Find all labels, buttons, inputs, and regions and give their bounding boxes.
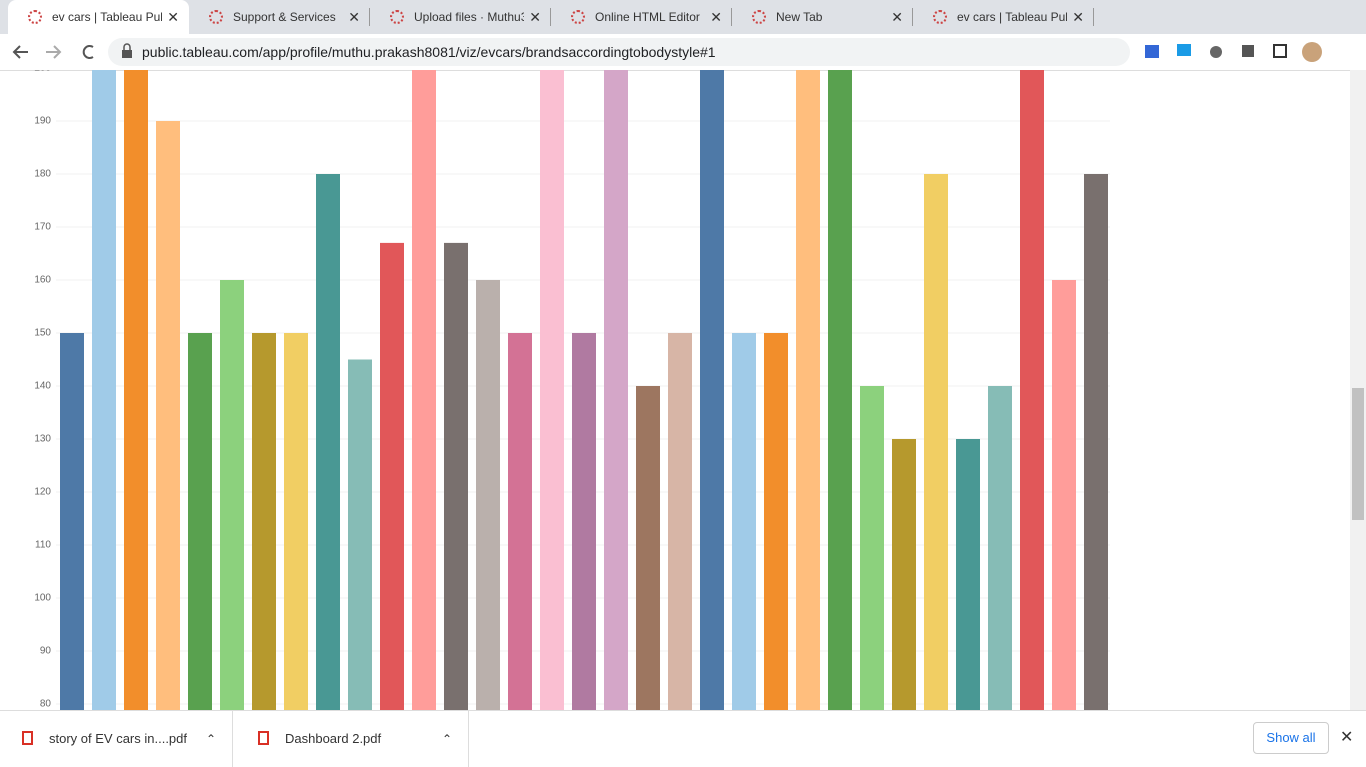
bar <box>540 70 564 710</box>
tab[interactable]: ev cars | Tableau Publi ✕ <box>8 0 189 34</box>
y-tick-label: 110 <box>35 540 51 551</box>
tab-close[interactable]: ✕ <box>167 9 179 25</box>
bar <box>508 333 532 710</box>
tab-separator <box>550 8 551 26</box>
y-tick-label: 170 <box>34 222 51 233</box>
y-tick-label: 200 <box>34 70 51 74</box>
tab-close[interactable]: ✕ <box>1072 9 1084 25</box>
tab-icon <box>752 10 766 24</box>
scrollbar[interactable] <box>1350 70 1366 710</box>
download-item[interactable]: Dashboard 2.pdf ⌃ <box>236 711 469 767</box>
tab-close[interactable]: ✕ <box>348 9 360 25</box>
tab-icon <box>209 10 223 24</box>
bar <box>252 333 276 710</box>
download-name: Dashboard 2.pdf <box>285 731 382 746</box>
bar <box>188 333 212 710</box>
pdf-icon <box>22 731 33 745</box>
bar <box>156 121 180 710</box>
tab[interactable]: Support & Services ✕ <box>189 0 370 34</box>
address-bar[interactable]: public.tableau.com/app/profile/muthu.pra… <box>108 38 1130 66</box>
tab-separator <box>912 8 913 26</box>
download-bar: Show all ✕ story of EV cars in....pdf ⌃ Da… <box>0 710 1366 767</box>
y-tick-label: 140 <box>34 381 51 392</box>
bar <box>732 333 756 710</box>
chart: 80 90 100 110 120 130 140 150 160 170 180 190 200 <box>34 70 1110 710</box>
scroll-thumb[interactable] <box>1352 388 1364 520</box>
bar <box>92 70 116 710</box>
bar <box>476 280 500 710</box>
bar <box>860 386 884 710</box>
bar <box>700 70 724 710</box>
tab[interactable]: New Tab ✕ <box>732 0 913 34</box>
bar <box>764 333 788 710</box>
bar <box>956 439 980 710</box>
tab-strip: ev cars | Tableau Publi ✕ Support & Servic… <box>0 0 1366 34</box>
tab-close[interactable]: ✕ <box>529 9 541 25</box>
y-tick-label: 180 <box>34 169 51 180</box>
bar <box>604 70 628 710</box>
tab-separator <box>1093 8 1094 26</box>
bar <box>796 70 820 710</box>
bar <box>316 174 340 710</box>
show-all-button[interactable]: Show all <box>1253 722 1329 754</box>
url: public.tableau.com/app/profile/muthu.pra… <box>142 44 716 60</box>
bar <box>828 70 852 710</box>
bar <box>60 333 84 710</box>
bar <box>124 70 148 710</box>
bar <box>444 242 468 710</box>
bar <box>924 174 948 710</box>
tab-icon <box>571 10 585 24</box>
toolbar: public.tableau.com/app/profile/muthu.pra… <box>0 34 1366 71</box>
bar <box>380 242 404 710</box>
viz-area: 80 90 100 110 120 130 140 150 160 170 180 190 200 <box>0 70 1350 710</box>
tab-icon <box>390 10 404 24</box>
y-tick-label: 100 <box>34 593 51 604</box>
y-tick-label: 160 <box>34 275 51 286</box>
tab-title: ev cars | Tableau Publi <box>957 10 1067 24</box>
bar <box>668 333 692 710</box>
bar <box>572 333 596 710</box>
y-tick-label: 150 <box>34 328 51 339</box>
close-downloads[interactable]: ✕ <box>1340 729 1354 746</box>
tab-title: New Tab <box>776 10 823 24</box>
tab[interactable]: ev cars | Tableau Publi ✕ <box>913 0 1094 34</box>
tab-icon <box>28 10 42 24</box>
download-item[interactable]: story of EV cars in....pdf ⌃ <box>0 711 233 767</box>
bar <box>284 333 308 710</box>
tab-separator <box>731 8 732 26</box>
tab[interactable]: Upload files · Muthu3 ✕ <box>370 0 551 34</box>
download-name: story of EV cars in....pdf <box>49 731 187 746</box>
tab-separator <box>369 8 370 26</box>
bar <box>220 280 244 710</box>
bar <box>412 70 436 710</box>
tab-icon <box>933 10 947 24</box>
bar <box>1084 174 1108 710</box>
tab-close[interactable]: ✕ <box>891 9 903 25</box>
y-tick-label: 130 <box>34 434 51 445</box>
extensions[interactable] <box>1140 34 1360 70</box>
pdf-icon <box>258 731 269 745</box>
bar <box>892 439 916 710</box>
tab-title: Support & Services <box>233 10 336 24</box>
bar <box>1020 70 1044 710</box>
bar <box>348 359 372 710</box>
download-menu[interactable]: ⌃ <box>441 732 452 746</box>
tab-title: Upload files · Muthu3 <box>414 10 524 24</box>
nav-buttons[interactable] <box>0 34 110 70</box>
tab-close[interactable]: ✕ <box>710 9 722 25</box>
y-tick-label: 90 <box>40 646 52 657</box>
bar <box>988 386 1012 710</box>
bar <box>1052 280 1076 710</box>
y-tick-label: 190 <box>34 116 51 127</box>
y-tick-label: 120 <box>34 487 51 498</box>
tab-title: ev cars | Tableau Publi <box>52 10 162 24</box>
y-tick-label: 80 <box>40 699 52 710</box>
tab-title: Online HTML Editor <box>595 10 700 24</box>
tab[interactable]: Online HTML Editor ✕ <box>551 0 732 34</box>
download-menu[interactable]: ⌃ <box>205 732 216 746</box>
bar <box>636 386 660 710</box>
